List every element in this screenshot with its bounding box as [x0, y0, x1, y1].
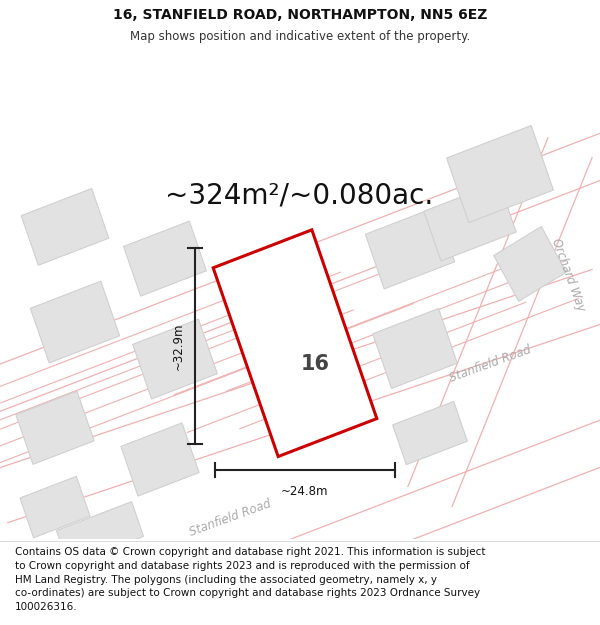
- Polygon shape: [365, 207, 455, 289]
- Polygon shape: [408, 138, 592, 506]
- Polygon shape: [56, 502, 143, 565]
- Text: Map shows position and indicative extent of the property.: Map shows position and indicative extent…: [130, 30, 470, 43]
- Polygon shape: [0, 121, 600, 452]
- Text: Orchard Way: Orchard Way: [549, 236, 587, 312]
- Polygon shape: [213, 230, 377, 456]
- Polygon shape: [0, 279, 293, 476]
- Text: ~24.8m: ~24.8m: [281, 485, 329, 498]
- Polygon shape: [0, 339, 600, 625]
- Polygon shape: [424, 182, 516, 261]
- Text: 16: 16: [301, 354, 329, 374]
- Text: ~32.9m: ~32.9m: [172, 322, 185, 369]
- Polygon shape: [20, 476, 90, 538]
- Polygon shape: [124, 221, 206, 296]
- Polygon shape: [227, 261, 578, 429]
- Polygon shape: [0, 269, 600, 522]
- Polygon shape: [0, 266, 413, 462]
- Polygon shape: [392, 401, 467, 464]
- Text: ~324m²/~0.080ac.: ~324m²/~0.080ac.: [165, 181, 433, 209]
- Polygon shape: [446, 126, 553, 222]
- Polygon shape: [373, 309, 457, 389]
- Text: Stanfield Road: Stanfield Road: [448, 344, 533, 385]
- Polygon shape: [31, 281, 119, 363]
- Polygon shape: [494, 226, 566, 301]
- Text: 16, STANFIELD ROAD, NORTHAMPTON, NN5 6EZ: 16, STANFIELD ROAD, NORTHAMPTON, NN5 6EZ: [113, 8, 487, 22]
- Polygon shape: [175, 264, 526, 432]
- Polygon shape: [133, 319, 217, 399]
- Text: Stanfield Road: Stanfield Road: [187, 497, 272, 539]
- Text: Contains OS data © Crown copyright and database right 2021. This information is : Contains OS data © Crown copyright and d…: [15, 548, 485, 612]
- Polygon shape: [21, 189, 109, 265]
- Polygon shape: [121, 423, 199, 496]
- Polygon shape: [16, 391, 94, 464]
- Polygon shape: [0, 272, 353, 469]
